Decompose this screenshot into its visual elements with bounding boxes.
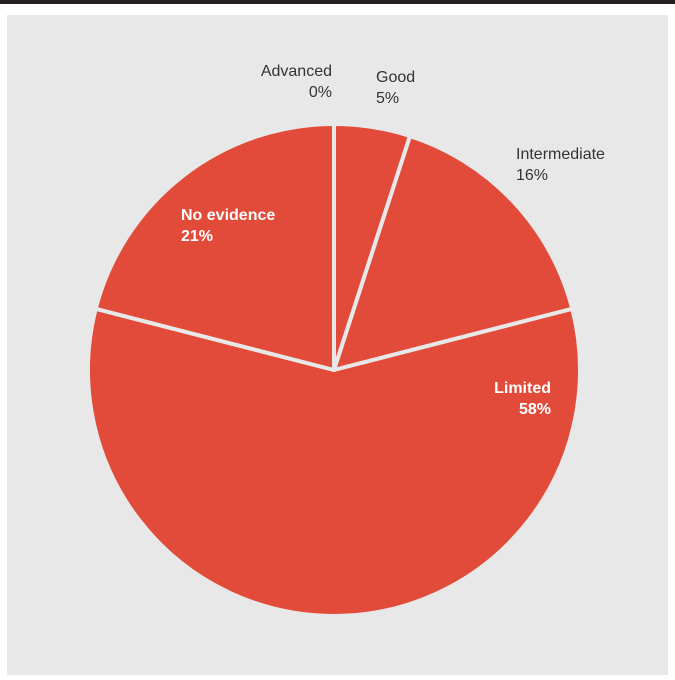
slice-value-advanced: 0% — [309, 84, 332, 101]
pie-slice-intermediate — [332, 134, 575, 372]
slice-value-intermediate: 16% — [516, 167, 548, 184]
slice-value-no-evidence: 21% — [181, 228, 213, 245]
slice-value-limited: 58% — [519, 401, 551, 418]
top-rule — [0, 0, 675, 4]
slice-value-good: 5% — [376, 90, 399, 107]
pie-slice-limited — [86, 306, 582, 618]
slice-label-intermediate: Intermediate — [516, 146, 605, 163]
slice-label-no-evidence: No evidence — [181, 207, 275, 224]
pie-slices — [86, 122, 582, 618]
slice-label-good: Good — [376, 69, 415, 86]
slice-label-advanced: Advanced — [261, 63, 332, 80]
pie-slice-no-evidence — [93, 122, 336, 372]
pie-labels: Advanced 0% Good 5% Intermediate 16% Limited 58… — [181, 63, 605, 418]
slice-label-limited: Limited — [494, 380, 551, 397]
